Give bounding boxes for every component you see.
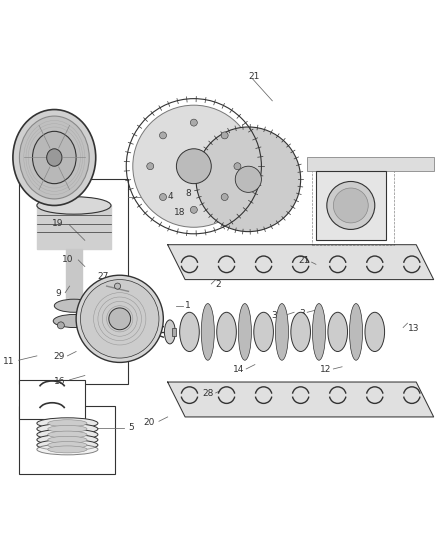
Ellipse shape: [37, 434, 98, 445]
Ellipse shape: [37, 197, 111, 214]
Ellipse shape: [48, 441, 87, 449]
Text: 14: 14: [233, 365, 244, 374]
Circle shape: [221, 193, 228, 200]
Circle shape: [159, 193, 166, 200]
Ellipse shape: [254, 312, 273, 352]
Ellipse shape: [48, 431, 87, 438]
Bar: [19, 406, 115, 474]
Ellipse shape: [164, 320, 175, 344]
Ellipse shape: [48, 437, 87, 443]
Text: 30: 30: [272, 311, 283, 320]
Text: 27: 27: [97, 272, 109, 280]
Bar: [19, 380, 85, 419]
Bar: [19, 179, 128, 384]
Ellipse shape: [312, 304, 325, 360]
Circle shape: [235, 166, 261, 192]
Ellipse shape: [32, 131, 76, 184]
Text: 3: 3: [299, 309, 305, 318]
Circle shape: [191, 119, 198, 126]
Text: 20: 20: [143, 418, 155, 426]
Circle shape: [159, 132, 166, 139]
Text: 5: 5: [128, 423, 134, 432]
Text: 2: 2: [215, 280, 221, 289]
Ellipse shape: [47, 149, 62, 166]
Polygon shape: [307, 157, 434, 171]
Polygon shape: [168, 382, 434, 417]
Ellipse shape: [19, 116, 89, 199]
Text: 21: 21: [298, 256, 309, 265]
Ellipse shape: [48, 425, 87, 432]
Text: 12: 12: [320, 365, 331, 374]
Text: 16: 16: [54, 377, 65, 386]
Text: 8: 8: [185, 189, 191, 198]
Circle shape: [114, 283, 120, 289]
Text: 21: 21: [248, 72, 260, 82]
Ellipse shape: [217, 312, 237, 352]
Ellipse shape: [37, 444, 98, 455]
Circle shape: [109, 308, 131, 330]
Text: 13: 13: [407, 324, 419, 333]
Ellipse shape: [37, 423, 98, 434]
Text: 19: 19: [52, 219, 63, 228]
Ellipse shape: [350, 304, 363, 360]
Ellipse shape: [37, 418, 98, 429]
Text: 29: 29: [54, 352, 65, 361]
Ellipse shape: [53, 314, 95, 328]
Ellipse shape: [13, 110, 96, 205]
Text: 6: 6: [155, 328, 161, 337]
Polygon shape: [316, 171, 386, 240]
Ellipse shape: [238, 304, 251, 360]
Circle shape: [57, 322, 64, 329]
Circle shape: [81, 280, 159, 358]
Circle shape: [327, 181, 375, 229]
Text: 9: 9: [55, 289, 61, 298]
Circle shape: [177, 149, 211, 184]
Circle shape: [147, 163, 154, 169]
Ellipse shape: [276, 304, 289, 360]
Circle shape: [234, 163, 241, 169]
Ellipse shape: [54, 299, 94, 312]
Text: 7: 7: [120, 311, 126, 320]
Bar: [172, 328, 177, 336]
Ellipse shape: [37, 440, 98, 450]
Circle shape: [196, 127, 300, 232]
Ellipse shape: [37, 429, 98, 440]
Polygon shape: [168, 245, 434, 280]
Circle shape: [133, 105, 255, 227]
Ellipse shape: [180, 312, 199, 352]
Ellipse shape: [328, 312, 347, 352]
Circle shape: [76, 275, 163, 362]
Text: 18: 18: [174, 208, 186, 217]
Circle shape: [191, 206, 198, 213]
Circle shape: [333, 188, 368, 223]
Ellipse shape: [365, 312, 385, 352]
Text: 1: 1: [185, 301, 191, 310]
Text: 10: 10: [63, 255, 74, 264]
Text: 4: 4: [168, 192, 173, 201]
Circle shape: [221, 132, 228, 139]
Ellipse shape: [48, 446, 87, 453]
Ellipse shape: [201, 304, 214, 360]
Text: 11: 11: [3, 357, 14, 366]
Circle shape: [84, 322, 91, 329]
Ellipse shape: [48, 420, 87, 427]
Ellipse shape: [291, 312, 311, 352]
Text: 28: 28: [202, 389, 213, 398]
